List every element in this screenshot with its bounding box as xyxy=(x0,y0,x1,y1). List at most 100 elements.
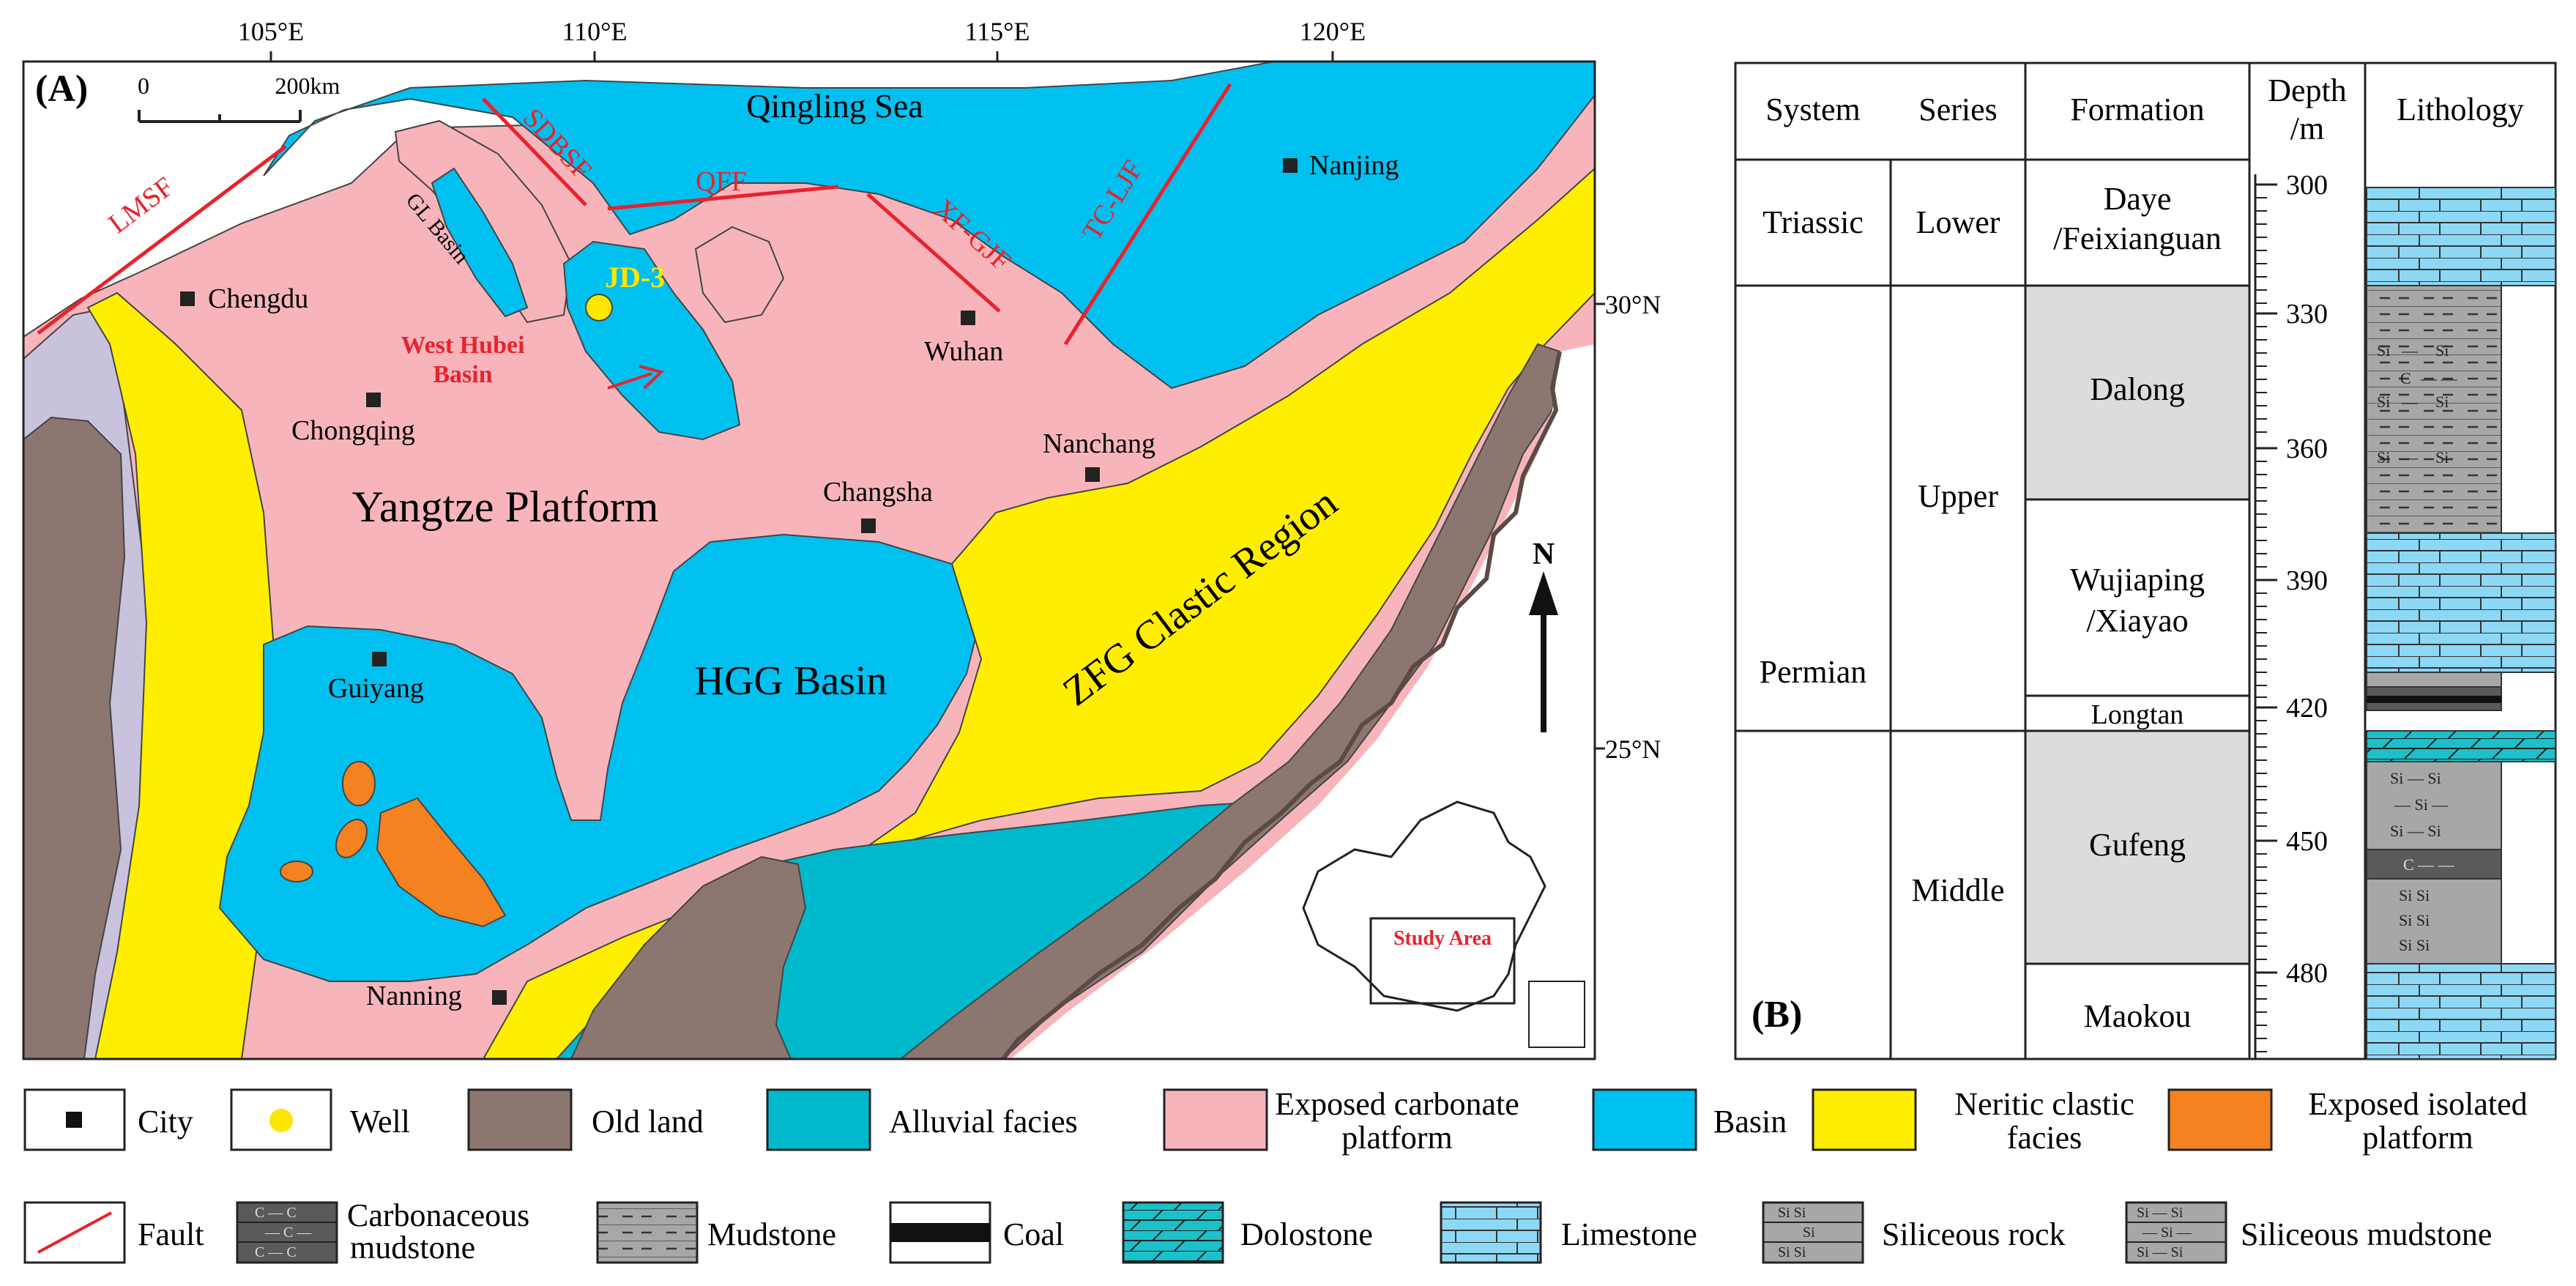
north-arrow: N xyxy=(1529,538,1558,732)
city-icon xyxy=(180,291,195,306)
lith-mudstone-dalong xyxy=(2366,285,2502,534)
fault-lmsf xyxy=(37,145,287,335)
legend-limestone: Limestone xyxy=(1561,1216,1697,1252)
svg-text:Si: Si xyxy=(2435,448,2449,467)
svg-text:— Si —: — Si — xyxy=(2142,1224,2192,1241)
depth-420: 420 xyxy=(2286,693,2328,724)
header-formation: Formation xyxy=(2070,92,2204,127)
legend-fault: Fault xyxy=(138,1216,204,1252)
svg-text:C: C xyxy=(2400,369,2411,387)
header-system: System xyxy=(1765,92,1861,127)
fault-xf-gjf xyxy=(866,193,1001,313)
depth-labels: 300 330 360 390 420 450 480 xyxy=(2286,170,2328,989)
svg-text:—: — xyxy=(2401,448,2419,467)
map-body: Study Area xyxy=(23,62,1595,1059)
formation-wujiaping: Wujiaping xyxy=(2070,562,2205,598)
svg-text:—: — xyxy=(2401,393,2419,411)
svg-text:Si: Si xyxy=(2377,393,2390,411)
legend-exposed-carbonate: Exposed carbonate xyxy=(1275,1086,1519,1122)
legend-isolated-2: platform xyxy=(2362,1120,2473,1156)
legend-swatch-mudstone xyxy=(596,1201,699,1264)
city-icon xyxy=(492,990,507,1005)
old-land-west xyxy=(23,416,126,1059)
depth-300: 300 xyxy=(2286,170,2328,201)
isolated-platform-small-1 xyxy=(342,761,376,806)
lith-limestone-wujiaping xyxy=(2366,532,2556,673)
lith-dalong-siliceous-marks: Si — Si C — — Si — Si Si — Si xyxy=(2377,341,2458,467)
study-area-box xyxy=(1369,917,1516,1005)
lith-siliceous-longtan xyxy=(2366,672,2502,688)
legend-swatch-basin xyxy=(1592,1088,1697,1151)
svg-text:— Si —: — Si — xyxy=(2394,795,2449,814)
svg-text:— —: — — xyxy=(2420,369,2458,387)
fault-lines xyxy=(37,83,1232,390)
legend-mudstone: Mudstone xyxy=(707,1216,836,1252)
legend-city: City xyxy=(138,1104,193,1140)
header-lithology: Lithology xyxy=(2397,92,2524,127)
lon-label-120: 120°E xyxy=(1300,17,1366,46)
panel-b-label: (B) xyxy=(1752,994,1802,1036)
svg-text:Si: Si xyxy=(2377,341,2390,360)
isolated-platform-small-3 xyxy=(280,861,313,882)
well-marker: JD-3 xyxy=(585,261,665,322)
legend-swatch-siliceous-rock xyxy=(1762,1201,1864,1264)
lith-dolostone xyxy=(2366,730,2556,762)
lon-label-110: 110°E xyxy=(562,17,627,46)
svg-text:Si Si: Si Si xyxy=(1778,1205,1806,1221)
legend-siliceous-mudstone: Siliceous mudstone xyxy=(2241,1216,2492,1252)
scale-bar: 0 200km xyxy=(138,73,340,123)
coastline xyxy=(1001,351,1562,1059)
west-hubei-arrow xyxy=(607,372,652,390)
lon-label-115: 115°E xyxy=(964,17,1030,46)
old-land-inland-south xyxy=(570,855,807,1059)
legend-swatch-siliceous-mudstone xyxy=(2125,1201,2227,1264)
legend-isolated: Exposed isolated xyxy=(2308,1086,2527,1122)
legend-si-marks: Si Si Si Si Si xyxy=(1778,1205,1815,1260)
svg-text:Si: Si xyxy=(1803,1224,1815,1241)
svg-text:Si: Si xyxy=(2377,448,2390,467)
city-icon xyxy=(861,519,876,533)
qingling-sea-label: Qingling Sea xyxy=(746,87,923,124)
fault-label-qff: QFF xyxy=(696,166,747,197)
legend-carbonaceous-2: mudstone xyxy=(350,1230,475,1265)
fault-sdbsf xyxy=(482,97,587,207)
isolated-platform-large xyxy=(376,797,507,928)
coal-icon xyxy=(890,1223,990,1242)
svg-text:Si — Si: Si — Si xyxy=(2390,822,2441,840)
system-triassic: Triassic xyxy=(1762,204,1864,240)
city-icon xyxy=(961,311,975,325)
city-wuhan: Wuhan xyxy=(924,336,1003,367)
formation-daye: Daye xyxy=(2104,181,2172,217)
depth-450: 450 xyxy=(2286,826,2328,857)
legend-alluvial: Alluvial facies xyxy=(889,1104,1078,1140)
svg-text:Si — Si: Si — Si xyxy=(2137,1244,2184,1260)
svg-text:Si Si: Si Si xyxy=(2399,886,2430,904)
gl-basin-channel xyxy=(431,167,529,318)
lat-label-30: 30°N xyxy=(1605,290,1661,319)
old-land-southeast xyxy=(899,343,1561,1059)
legend-swatch-alluvial xyxy=(766,1088,871,1151)
lith-limestone-maokou xyxy=(2366,963,2556,1060)
legend-siliceous-rock: Siliceous rock xyxy=(1882,1216,2066,1252)
header-series: Series xyxy=(1918,92,1998,127)
series-lower: Lower xyxy=(1916,204,2000,240)
formation-xiayao: /Xiayao xyxy=(2086,603,2188,639)
scale-zero: 0 xyxy=(138,73,149,99)
gufeng-fill xyxy=(2025,731,2249,964)
well-icon xyxy=(269,1109,293,1132)
china-inset-outline xyxy=(1302,800,1546,1012)
formation-maokou: Maokou xyxy=(2084,998,2192,1034)
depth-360: 360 xyxy=(2286,434,2328,464)
svg-text:Si — Si: Si — Si xyxy=(2137,1205,2184,1221)
west-hubei-arrow-head xyxy=(639,365,664,390)
lat-ticks xyxy=(1595,302,1605,750)
lon-ticks xyxy=(269,51,1334,62)
svg-text:Si: Si xyxy=(2435,341,2449,360)
legend-carbonaceous: Carbonaceous xyxy=(347,1197,529,1233)
lith-siliceous-mudstone-gufeng xyxy=(2366,761,2502,850)
city-nanning: Nanning xyxy=(366,981,462,1011)
city-icon xyxy=(366,393,381,407)
depth-axis: 300 330 360 390 420 450 480 xyxy=(2254,170,2328,1059)
legend-swatch-neritic xyxy=(1812,1088,1917,1151)
